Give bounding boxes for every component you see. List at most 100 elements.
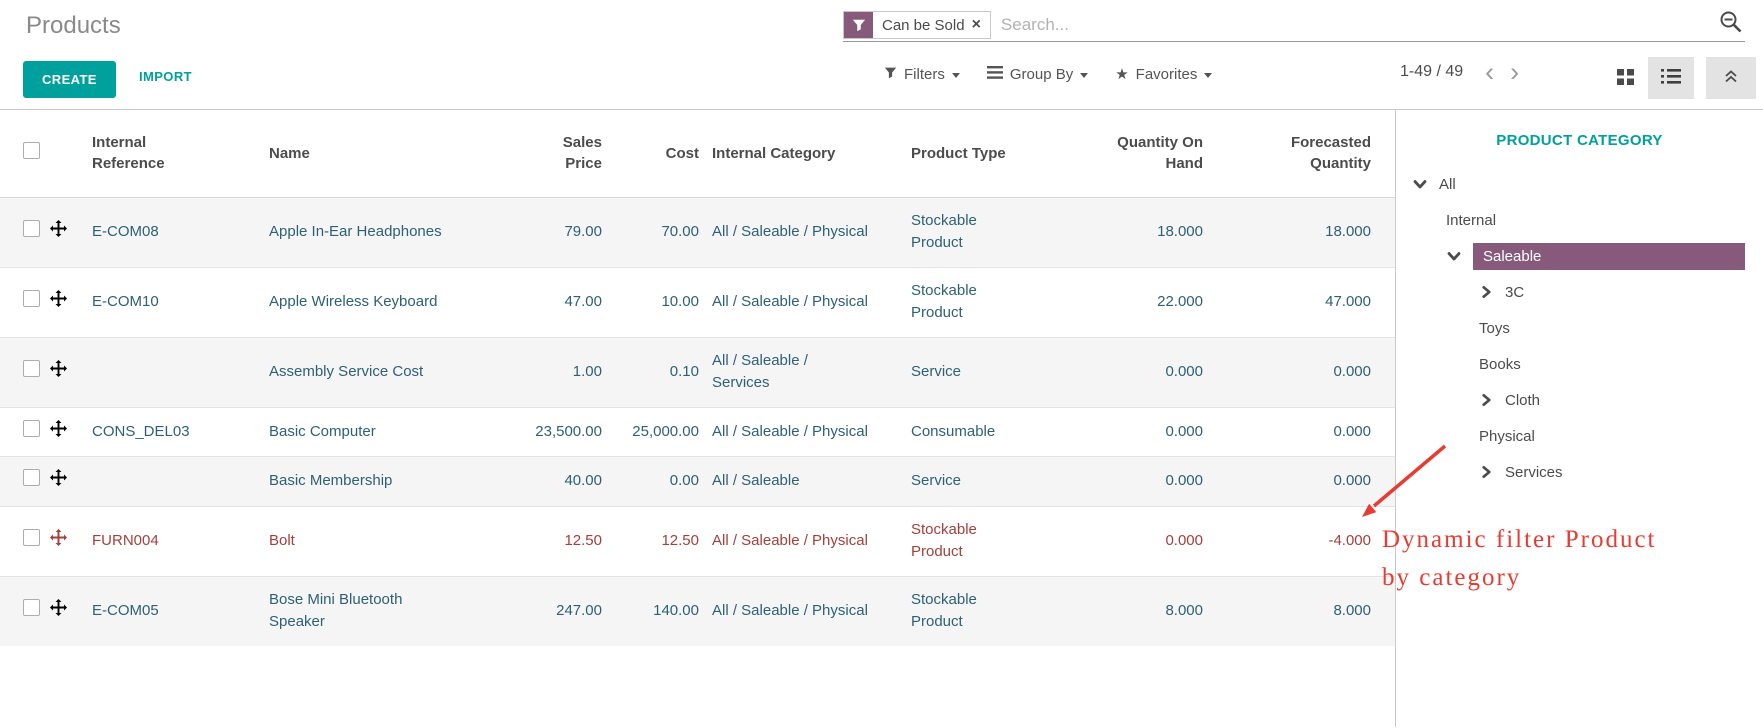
header-quantity-on-hand[interactable]: Quantity On Hand <box>1016 110 1216 198</box>
drag-handle-icon[interactable] <box>50 359 67 377</box>
cell-product-type[interactable]: Stockable Product <box>911 520 977 561</box>
header-name[interactable]: Name <box>261 110 491 198</box>
cell-name[interactable]: Apple Wireless Keyboard <box>269 292 438 310</box>
row-checkbox[interactable] <box>23 469 40 486</box>
header-cost[interactable]: Cost <box>606 110 701 198</box>
drag-handle-icon[interactable] <box>50 469 67 486</box>
cell-sales-price[interactable]: 47.00 <box>564 292 602 310</box>
cell-forecasted-quantity[interactable]: -4.000 <box>1328 531 1371 549</box>
category-item-books[interactable]: Books <box>1479 355 1521 373</box>
list-view-button[interactable] <box>1648 57 1694 99</box>
cell-internal-category[interactable]: All / Saleable / Physical <box>712 601 868 619</box>
cell-cost[interactable]: 10.00 <box>661 292 699 310</box>
cell-internal-category[interactable]: All / Saleable / Physical <box>712 422 868 440</box>
create-button[interactable]: CREATE <box>23 61 116 98</box>
cell-forecasted-quantity[interactable]: 18.000 <box>1325 222 1371 240</box>
cell-sales-price[interactable]: 1.00 <box>572 362 602 380</box>
favorites-dropdown[interactable]: ★ Favorites <box>1115 66 1213 83</box>
cell-quantity-on-hand[interactable]: 0.000 <box>1165 362 1203 380</box>
search-input[interactable] <box>1000 15 1713 35</box>
cell-forecasted-quantity[interactable]: 8.000 <box>1333 601 1371 619</box>
cell-quantity-on-hand[interactable]: 0.000 <box>1165 422 1203 440</box>
cell-cost[interactable]: 140.00 <box>653 601 699 619</box>
pager-range[interactable]: 1-49 / 49 <box>1400 63 1464 80</box>
import-button[interactable]: IMPORT <box>139 69 192 84</box>
cell-internal-reference[interactable]: E-COM08 <box>92 222 159 240</box>
cell-name[interactable]: Assembly Service Cost <box>269 362 424 380</box>
category-item-services[interactable]: Services <box>1396 454 1763 490</box>
cell-quantity-on-hand[interactable]: 22.000 <box>1157 292 1203 310</box>
cell-forecasted-quantity[interactable]: 47.000 <box>1325 292 1371 310</box>
cell-name[interactable]: Basic Membership <box>269 472 393 489</box>
category-item-3c[interactable]: 3C <box>1396 274 1763 310</box>
cell-product-type[interactable]: Service <box>911 362 962 380</box>
cell-name[interactable]: Bolt <box>269 531 295 549</box>
cell-internal-category[interactable]: All / Saleable / Physical <box>712 222 868 240</box>
table-row[interactable]: Assembly Service Cost 1.00 0.10 All / Sa… <box>0 337 1395 407</box>
cell-quantity-on-hand[interactable]: 0.000 <box>1165 531 1203 549</box>
cell-internal-category[interactable]: All / Saleable / Physical <box>712 531 868 549</box>
table-row[interactable]: E-COM10 Apple Wireless Keyboard 47.00 10… <box>0 267 1395 337</box>
cell-forecasted-quantity[interactable]: 0.000 <box>1333 362 1371 380</box>
cell-product-type[interactable]: Stockable Product <box>911 281 977 322</box>
header-internal-category[interactable]: Internal Category <box>701 110 876 198</box>
drag-handle-icon[interactable] <box>50 289 67 307</box>
category-item-toys[interactable]: Toys <box>1479 319 1510 337</box>
pager-previous-button[interactable]: ‹ <box>1485 57 1495 87</box>
drag-handle-icon[interactable] <box>50 598 67 616</box>
cell-cost[interactable]: 25,000.00 <box>632 422 699 440</box>
group-by-dropdown[interactable]: Group By <box>986 66 1089 83</box>
category-item-all[interactable]: All <box>1396 166 1763 202</box>
row-checkbox[interactable] <box>23 598 40 616</box>
cell-cost[interactable]: 70.00 <box>661 222 699 240</box>
cell-cost[interactable]: 0.10 <box>669 362 699 380</box>
drag-handle-icon[interactable] <box>50 419 67 437</box>
table-row[interactable]: CONS_DEL03 Basic Computer 23,500.00 25,0… <box>0 407 1395 457</box>
row-checkbox[interactable] <box>23 219 40 237</box>
category-item-physical[interactable]: Physical <box>1479 427 1535 445</box>
table-row[interactable]: FURN004 Bolt 12.50 12.50 All / Saleable … <box>0 506 1395 576</box>
chevron-right-icon[interactable] <box>1479 392 1494 408</box>
table-row[interactable]: E-COM05 Bose Mini Bluetooth Speaker 247.… <box>0 576 1395 646</box>
drag-handle-icon[interactable] <box>50 219 67 237</box>
cell-forecasted-quantity[interactable]: 0.000 <box>1333 422 1371 440</box>
header-forecasted-quantity[interactable]: Forecasted Quantity <box>1216 110 1395 198</box>
cell-internal-category[interactable]: All / Saleable / Services <box>712 351 808 392</box>
cell-quantity-on-hand[interactable]: 8.000 <box>1165 601 1203 619</box>
cell-internal-reference[interactable]: E-COM10 <box>92 292 159 310</box>
filters-dropdown[interactable]: Filters <box>884 66 960 83</box>
pager-next-button[interactable]: › <box>1510 57 1520 87</box>
category-item-saleable[interactable]: Saleable <box>1396 238 1763 274</box>
cell-sales-price[interactable]: 23,500.00 <box>535 422 602 440</box>
cell-internal-reference[interactable]: CONS_DEL03 <box>92 422 190 440</box>
cell-internal-category[interactable]: All / Saleable / Physical <box>712 292 868 310</box>
collapse-panel-button[interactable] <box>1706 57 1756 99</box>
cell-name[interactable]: Basic Computer <box>269 422 376 440</box>
table-row[interactable]: Basic Membership 40.00 0.00 All / Saleab… <box>0 456 1395 506</box>
cell-internal-reference[interactable]: E-COM05 <box>92 601 159 619</box>
select-all-checkbox[interactable] <box>23 141 40 159</box>
header-product-type[interactable]: Product Type <box>876 110 1016 198</box>
cell-internal-category[interactable]: All / Saleable <box>712 472 800 489</box>
kanban-view-button[interactable] <box>1602 57 1648 99</box>
cell-name[interactable]: Apple In-Ear Headphones <box>269 222 442 240</box>
chevron-down-icon[interactable] <box>1446 248 1462 264</box>
cell-product-type[interactable]: Service <box>911 472 962 489</box>
chevron-right-icon[interactable] <box>1479 464 1494 480</box>
row-checkbox[interactable] <box>23 289 40 307</box>
cell-internal-reference[interactable]: FURN004 <box>92 531 159 549</box>
cell-quantity-on-hand[interactable]: 0.000 <box>1165 472 1203 489</box>
row-checkbox[interactable] <box>23 419 40 437</box>
cell-name[interactable]: Bose Mini Bluetooth Speaker <box>269 590 403 631</box>
cell-sales-price[interactable]: 40.00 <box>564 472 602 489</box>
cell-forecasted-quantity[interactable]: 0.000 <box>1333 472 1371 489</box>
cell-cost[interactable]: 12.50 <box>661 531 699 549</box>
row-checkbox[interactable] <box>23 359 40 377</box>
header-internal-reference[interactable]: Internal Reference <box>88 110 261 198</box>
table-row[interactable]: E-COM08 Apple In-Ear Headphones 79.00 70… <box>0 197 1395 267</box>
category-item-internal[interactable]: Internal <box>1446 211 1497 229</box>
drag-handle-icon[interactable] <box>50 528 67 546</box>
cell-quantity-on-hand[interactable]: 18.000 <box>1157 222 1203 240</box>
cell-product-type[interactable]: Stockable Product <box>911 211 977 252</box>
chevron-right-icon[interactable] <box>1479 284 1494 300</box>
